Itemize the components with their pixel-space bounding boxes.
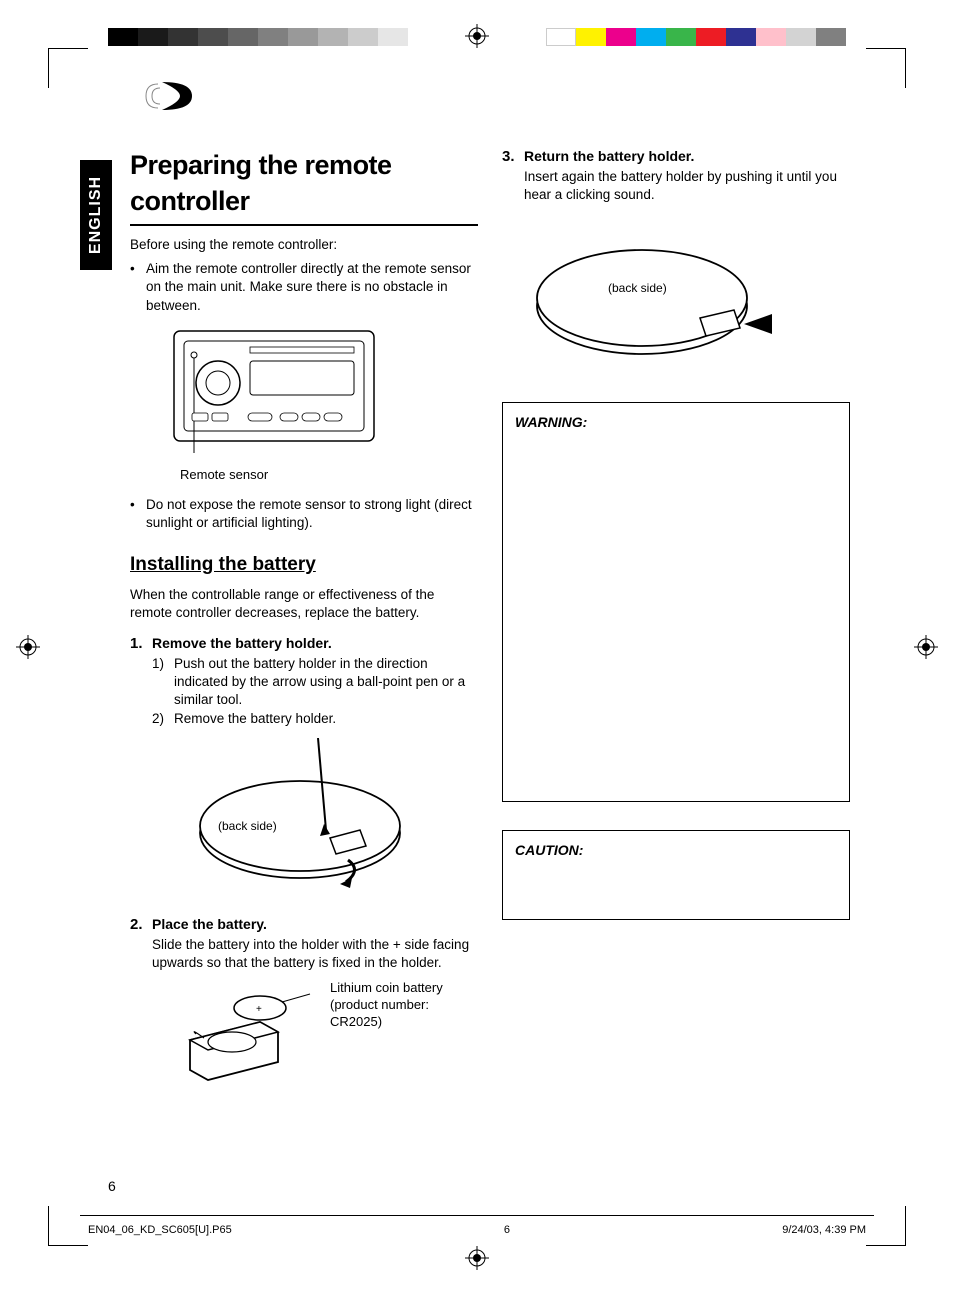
bullet-text: Aim the remote controller directly at th… [146, 260, 478, 315]
section-heading: Installing the battery [130, 552, 478, 578]
footer: EN04_06_KD_SC605[U].P65 6 9/24/03, 4:39 … [88, 1224, 866, 1236]
registration-mark-bottom [465, 1246, 489, 1270]
figure-head-unit [170, 325, 478, 460]
registration-mark-right [914, 635, 938, 659]
figure-caption: Remote sensor [180, 466, 478, 484]
step-title: Remove the battery holder. [152, 634, 478, 653]
colorbar-grayscale [108, 28, 408, 46]
language-label: ENGLISH [87, 176, 105, 254]
figure-place-battery: + Lithium coin battery (product number: … [160, 980, 478, 1100]
crop-mark-br [866, 1206, 906, 1246]
step-number: 2. [130, 915, 152, 972]
caution-box: CAUTION: [502, 830, 850, 920]
crop-mark-tl [48, 48, 88, 88]
registration-mark-left [16, 635, 40, 659]
back-side-label: (back side) [218, 819, 277, 833]
step-text: Slide the battery into the holder with t… [152, 936, 478, 972]
substep-text: Push out the battery holder in the direc… [174, 655, 478, 710]
step-title: Return the battery holder. [524, 147, 850, 166]
substep-number: 1) [152, 655, 174, 710]
bullet-item: •Do not expose the remote sensor to stro… [130, 496, 478, 532]
footer-rule [80, 1215, 874, 1216]
caution-title: CAUTION: [515, 841, 837, 860]
substep-number: 2) [152, 710, 174, 728]
page-number: 6 [108, 1178, 116, 1194]
intro-text: Before using the remote controller: [130, 236, 478, 254]
install-intro: When the controllable range or effective… [130, 586, 478, 622]
warning-box: WARNING: [502, 402, 850, 802]
bullet-item: •Aim the remote controller directly at t… [130, 260, 478, 315]
crop-mark-tr [866, 48, 906, 88]
footer-timestamp: 9/24/03, 4:39 PM [782, 1224, 866, 1236]
remote-wave-icon [140, 78, 850, 119]
figure-remove-holder: (back side) [170, 738, 478, 903]
step-title: Place the battery. [152, 915, 478, 934]
crop-mark-bl [48, 1206, 88, 1246]
substep-text: Remove the battery holder. [174, 710, 336, 728]
left-column: Preparing the remote controller Before u… [130, 147, 478, 1106]
footer-page: 6 [504, 1224, 510, 1236]
page-title: Preparing the remote controller [130, 147, 478, 226]
step-text: Insert again the battery holder by pushi… [524, 168, 850, 204]
registration-mark-top [465, 24, 489, 48]
step-3: 3. Return the battery holder. Insert aga… [502, 147, 850, 204]
step-1: 1. Remove the battery holder. 1)Push out… [130, 634, 478, 728]
step-2: 2. Place the battery. Slide the battery … [130, 915, 478, 972]
figure-return-holder: (back side) [522, 214, 850, 389]
page-content: Preparing the remote controller Before u… [130, 78, 850, 1106]
right-column: 3. Return the battery holder. Insert aga… [502, 147, 850, 1106]
warning-title: WARNING: [515, 413, 837, 432]
footer-filename: EN04_06_KD_SC605[U].P65 [88, 1224, 232, 1236]
substep: 2)Remove the battery holder. [152, 710, 478, 728]
language-tab: ENGLISH [80, 160, 112, 270]
substep: 1)Push out the battery holder in the dir… [152, 655, 478, 710]
colorbar-cmyk [546, 28, 846, 46]
step-number: 3. [502, 147, 524, 204]
bullet-text: Do not expose the remote sensor to stron… [146, 496, 478, 532]
svg-text:+: + [256, 1004, 262, 1015]
step-number: 1. [130, 634, 152, 728]
battery-label: Lithium coin battery (product number: CR… [330, 980, 460, 1031]
back-side-label: (back side) [608, 281, 667, 295]
